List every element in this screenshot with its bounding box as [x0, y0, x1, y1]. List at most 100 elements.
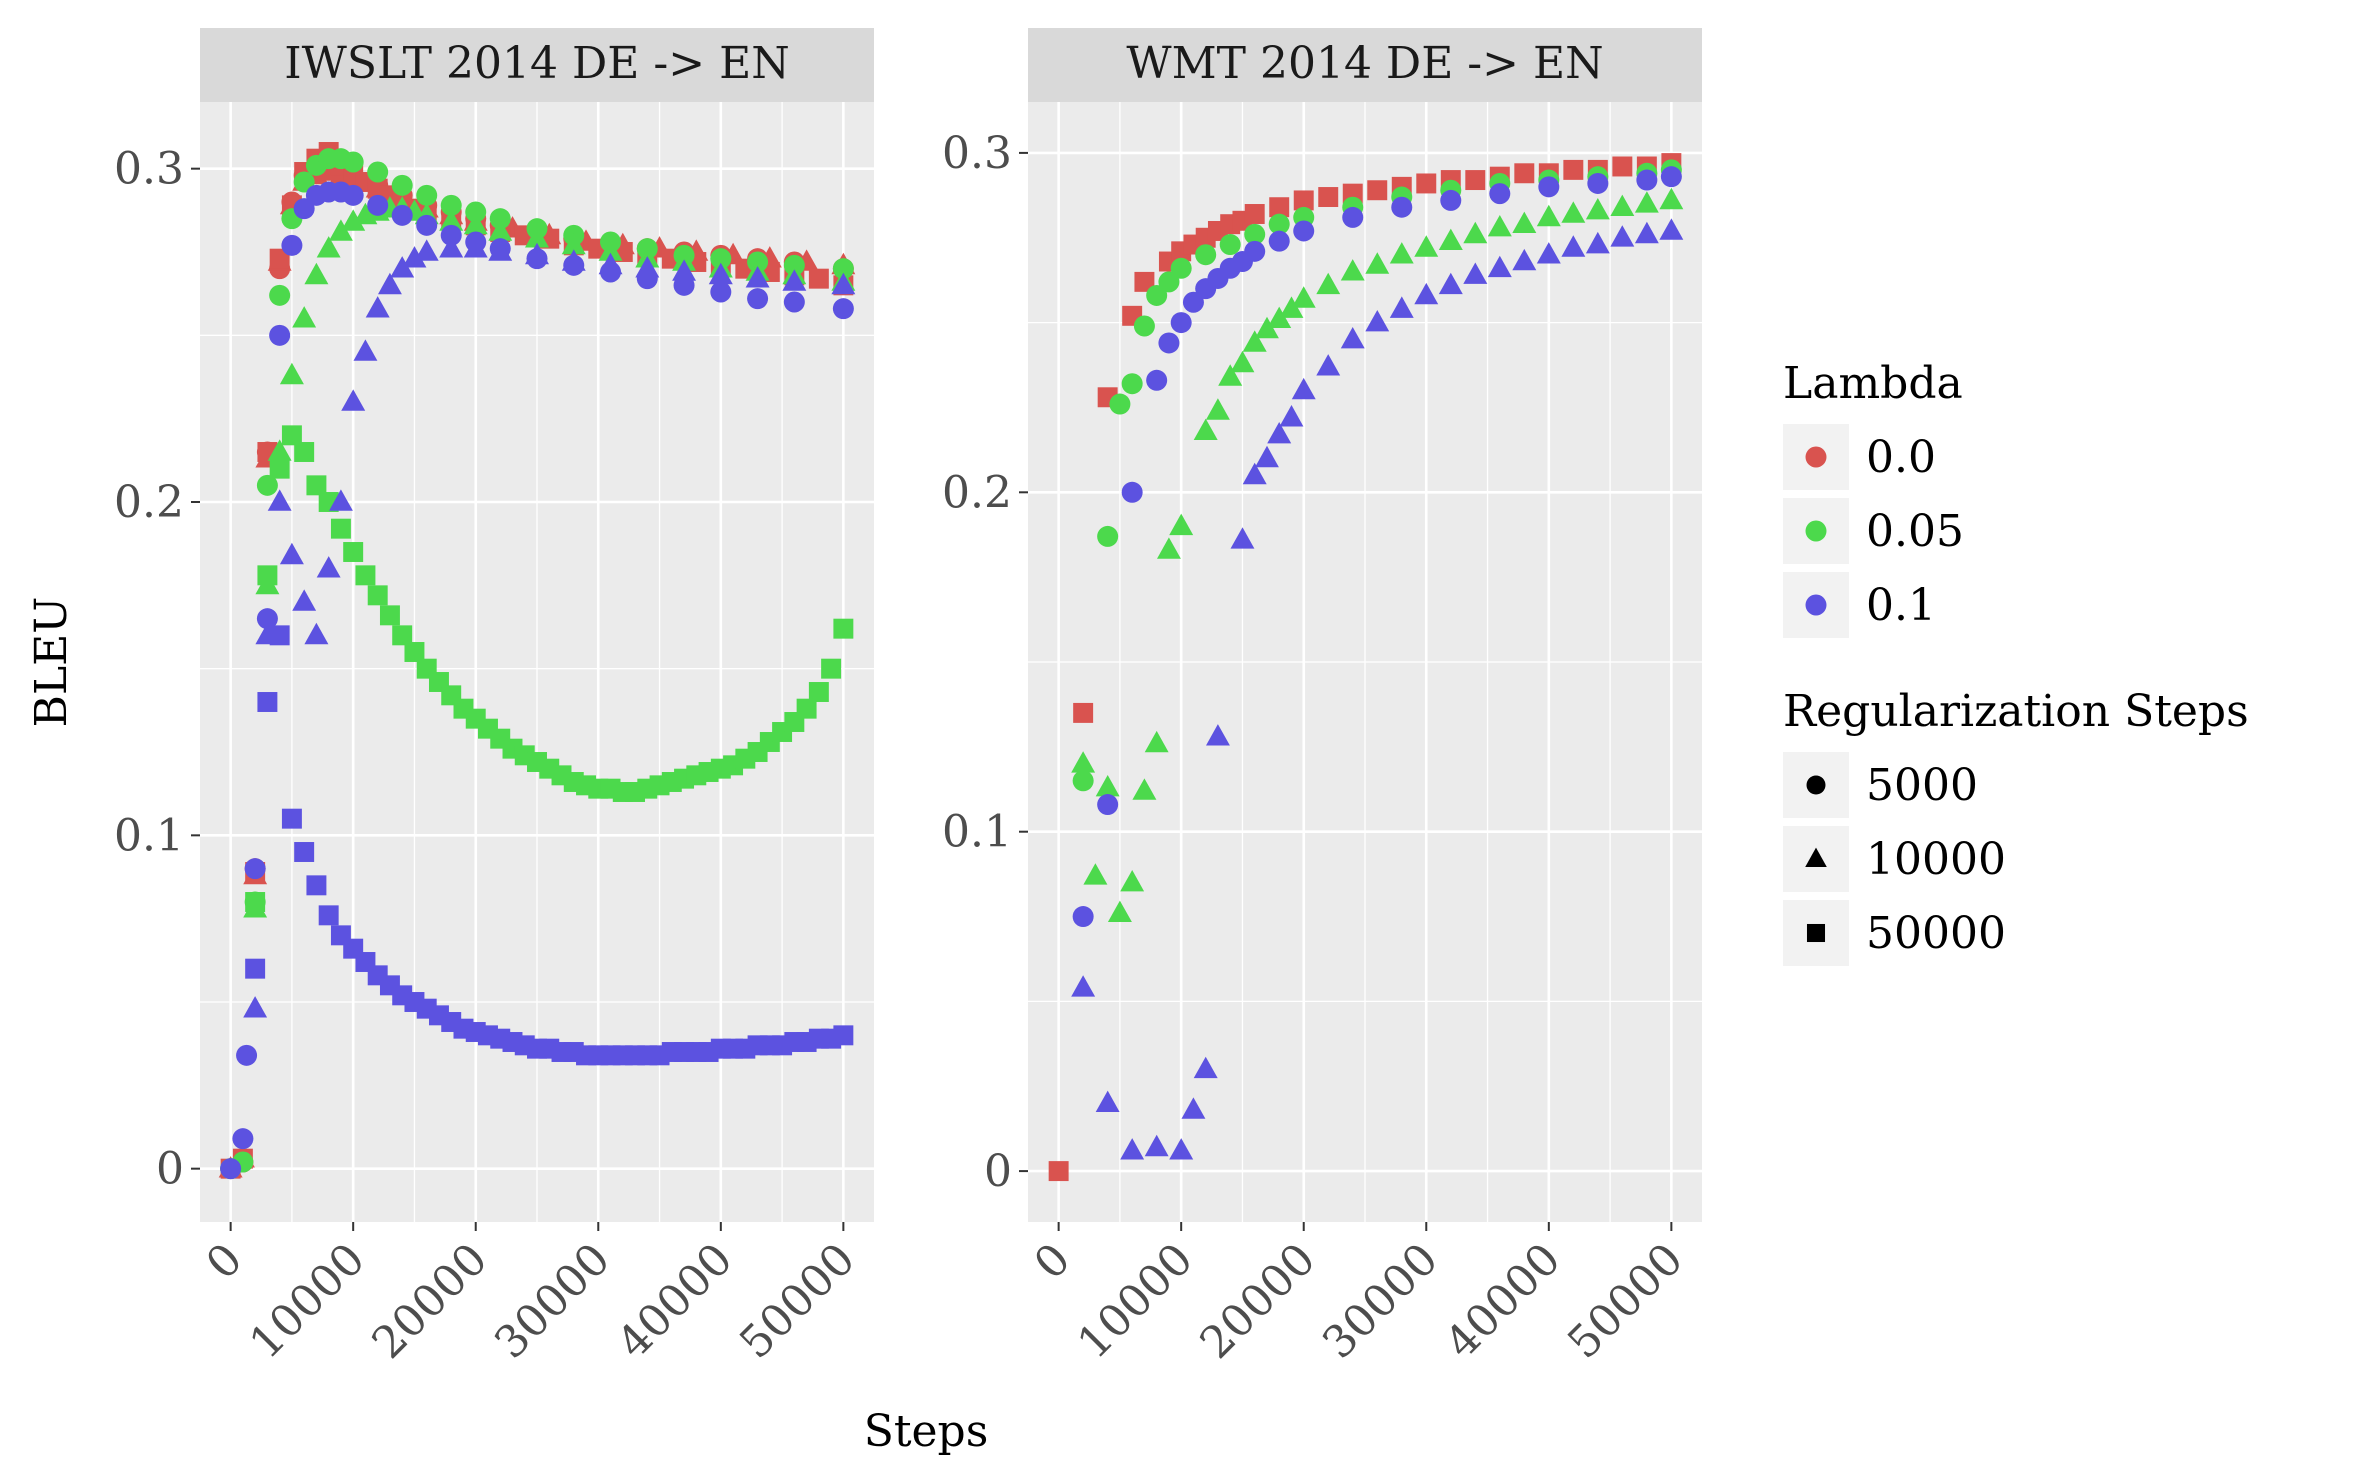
panel-wmt-title: WMT 2014 DE -> EN	[1126, 38, 1603, 89]
data-point-circle	[220, 1158, 242, 1180]
data-point-triangle	[353, 339, 378, 361]
data-point-triangle	[1659, 218, 1684, 240]
x-tick-label: 0	[1025, 1234, 1081, 1290]
data-point-square	[1244, 204, 1265, 224]
legend-color-swatch	[1805, 594, 1827, 616]
data-point-square	[833, 1025, 854, 1046]
data-point-triangle	[279, 362, 304, 385]
data-point-triangle	[1585, 198, 1610, 220]
data-point-square	[1293, 190, 1314, 211]
data-point-triangle	[1255, 316, 1279, 339]
data-point-triangle	[1071, 975, 1096, 997]
data-point-triangle	[1095, 1090, 1120, 1112]
data-point-square	[355, 565, 376, 586]
data-point-triangle	[1463, 221, 1488, 244]
data-point-triangle	[1414, 235, 1439, 257]
data-point-circle	[1097, 794, 1119, 816]
data-point-triangle	[414, 239, 439, 261]
data-point-triangle	[1340, 327, 1365, 349]
data-point-circle	[1244, 223, 1266, 245]
data-point-square	[1048, 1161, 1069, 1182]
data-point-circle	[1587, 172, 1609, 194]
data-point-triangle	[1634, 221, 1659, 244]
data-point-triangle	[439, 209, 464, 231]
data-point-circle	[1440, 189, 1462, 211]
data-point-circle	[1072, 906, 1094, 928]
data-point-circle	[440, 224, 462, 246]
data-point-triangle	[1095, 775, 1120, 797]
data-point-triangle	[304, 622, 329, 645]
data-point-triangle	[279, 542, 304, 565]
data-point-circle	[293, 198, 315, 220]
legend-lambda-keys: 0.0 0.05 0.1	[1783, 424, 1964, 638]
data-point-square	[257, 692, 278, 712]
data-point-triangle	[1463, 262, 1488, 284]
data-point-triangle	[561, 249, 586, 271]
panel-iwslt-points	[218, 142, 856, 1180]
data-point-circle	[1293, 220, 1315, 242]
y-tick-label: 0.1	[942, 807, 1012, 858]
data-point-circle	[465, 201, 487, 223]
data-point-triangle	[1561, 201, 1586, 223]
data-point-square	[257, 565, 278, 586]
x-tick-label: 30000	[485, 1234, 620, 1369]
data-point-circle	[342, 151, 364, 173]
panel-wmt-grid	[1028, 102, 1702, 1222]
data-point-circle	[832, 258, 854, 280]
data-point-triangle	[782, 269, 807, 291]
y-tick-label: 0.3	[942, 128, 1012, 179]
data-point-triangle	[439, 236, 464, 258]
data-point-triangle	[1169, 1138, 1194, 1160]
data-point-circle	[1219, 234, 1241, 256]
data-point-triangle	[708, 262, 733, 285]
data-point-square	[281, 425, 302, 446]
data-point-circle	[1133, 315, 1155, 337]
data-point-triangle	[488, 239, 513, 261]
data-point-triangle	[1389, 296, 1414, 318]
data-point-square	[821, 658, 842, 679]
data-point-triangle	[329, 219, 353, 241]
panel-wmt-points	[1048, 153, 1684, 1182]
data-point-triangle	[1120, 1138, 1145, 1160]
data-point-circle	[1072, 770, 1094, 792]
data-point-circle	[1391, 196, 1413, 218]
data-point-triangle	[1144, 730, 1169, 753]
data-point-triangle	[1634, 191, 1659, 213]
data-point-circle	[256, 474, 278, 496]
data-point-square	[796, 698, 817, 719]
x-tick-label: 10000	[240, 1234, 375, 1369]
data-point-triangle	[402, 246, 427, 268]
data-point-triangle	[1181, 1097, 1206, 1119]
data-point-circle	[783, 291, 805, 313]
legend-color-label: 0.1	[1866, 580, 1936, 631]
data-point-triangle	[745, 266, 770, 288]
data-point-triangle	[267, 489, 292, 511]
data-point-triangle	[1230, 527, 1255, 549]
data-point-circle	[1121, 373, 1143, 395]
data-point-triangle	[292, 306, 317, 328]
data-point-square	[1416, 173, 1437, 194]
legend-shape-label: 50000	[1866, 908, 2006, 959]
data-point-triangle	[1561, 235, 1586, 257]
data-point-triangle	[635, 256, 660, 278]
legend-regsteps-keys: 5000 10000 50000	[1783, 752, 2006, 966]
data-point-triangle	[1083, 863, 1108, 885]
data-point-circle	[293, 171, 315, 193]
data-point-triangle	[1218, 364, 1243, 386]
data-point-square	[294, 842, 315, 862]
data-point-triangle	[1414, 282, 1439, 305]
data-point-circle	[1146, 284, 1168, 306]
data-point-triangle	[525, 242, 549, 265]
legend-shape-swatch-circle	[1806, 775, 1826, 795]
data-point-triangle	[1279, 296, 1304, 318]
data-point-triangle	[1169, 513, 1194, 536]
data-point-circle	[1182, 291, 1204, 313]
legend-regsteps-title: Regularization Steps	[1783, 686, 2249, 737]
data-point-triangle	[1512, 211, 1537, 233]
panel-iwslt-strip	[200, 28, 874, 102]
data-point-square	[269, 458, 290, 479]
data-point-triangle	[1279, 405, 1304, 427]
data-point-circle	[1158, 332, 1180, 354]
y-tick-label: 0.2	[114, 477, 184, 528]
